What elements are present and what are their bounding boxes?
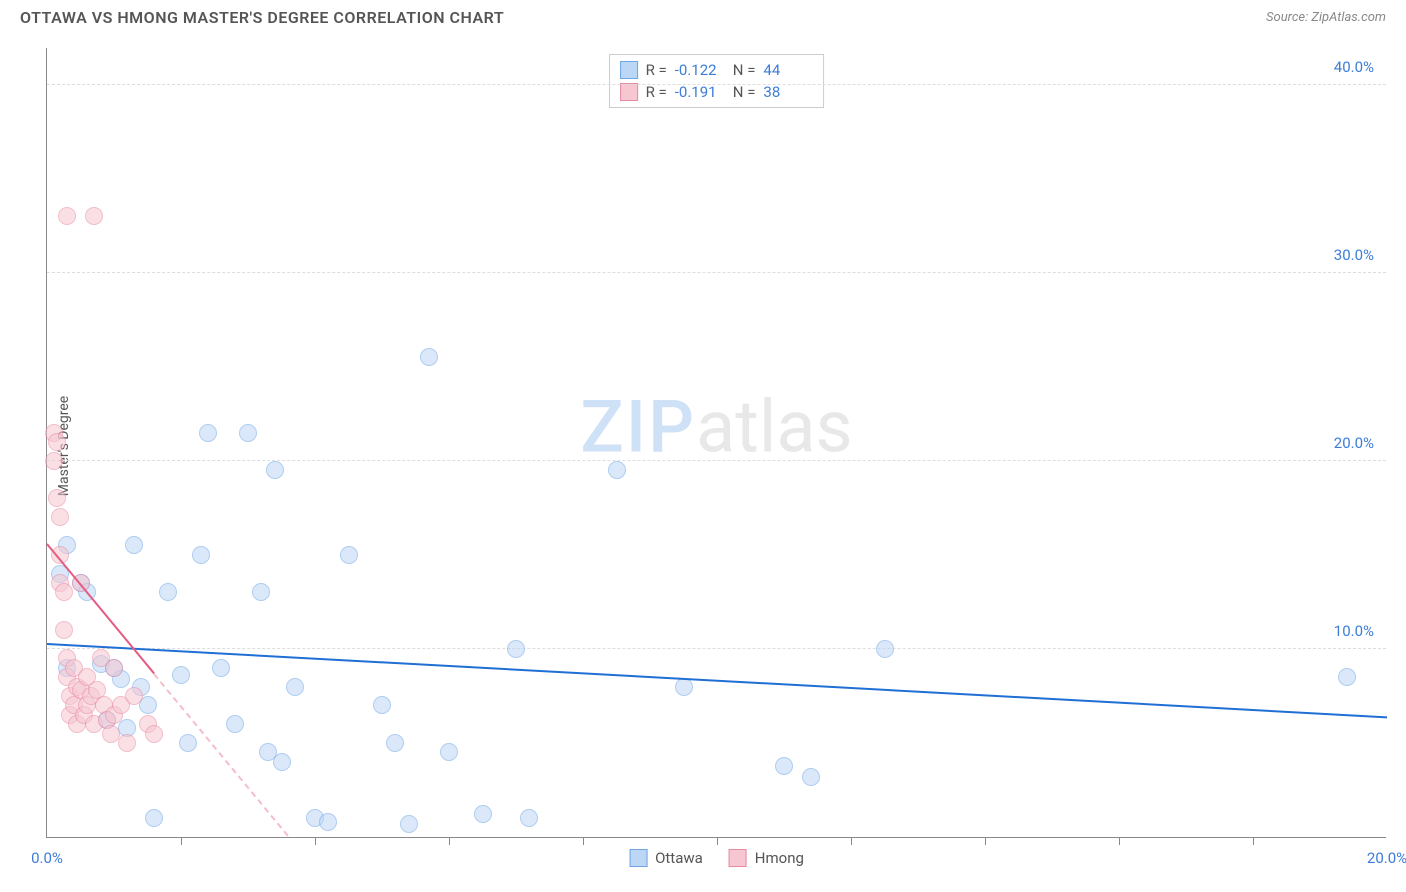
- data-point: [420, 348, 438, 366]
- xtick-minor: [315, 837, 316, 845]
- series-legend: Ottawa Hmong: [629, 849, 804, 867]
- data-point: [58, 207, 76, 225]
- data-point: [273, 753, 291, 771]
- swatch-hmong: [620, 83, 638, 101]
- data-point: [85, 207, 103, 225]
- data-point: [286, 678, 304, 696]
- data-point: [802, 768, 820, 786]
- data-point: [102, 725, 120, 743]
- data-point: [212, 659, 230, 677]
- xtick-minor: [851, 837, 852, 845]
- data-point: [226, 715, 244, 733]
- n-value-ottawa: 44: [763, 61, 813, 79]
- data-point: [386, 734, 404, 752]
- legend-item-hmong: Hmong: [729, 849, 804, 867]
- data-point: [51, 508, 69, 526]
- data-point: [55, 583, 73, 601]
- data-point: [179, 734, 197, 752]
- gridline-h: [47, 84, 1386, 85]
- ytick-label: 30.0%: [1334, 246, 1374, 264]
- correlation-legend: R = -0.122 N = 44 R = -0.191 N = 38: [609, 54, 825, 108]
- legend-label-ottawa: Ottawa: [655, 849, 703, 867]
- data-point: [440, 743, 458, 761]
- data-point: [48, 489, 66, 507]
- data-point: [125, 536, 143, 554]
- gridline-h: [47, 272, 1386, 273]
- legend-item-ottawa: Ottawa: [629, 849, 703, 867]
- header: OTTAWA VS HMONG MASTER'S DEGREE CORRELAT…: [0, 0, 1406, 31]
- data-point: [48, 433, 66, 451]
- data-point: [145, 809, 163, 827]
- n-label: N =: [733, 83, 756, 101]
- xtick-minor: [1253, 837, 1254, 845]
- n-label: N =: [733, 61, 756, 79]
- data-point: [266, 461, 284, 479]
- ytick-label: 20.0%: [1334, 434, 1374, 452]
- source-label: Source: ZipAtlas.com: [1266, 10, 1386, 25]
- legend-label-hmong: Hmong: [755, 849, 804, 867]
- trend-line: [47, 643, 1387, 718]
- swatch-hmong-icon: [729, 849, 747, 867]
- xtick-minor: [449, 837, 450, 845]
- data-point: [507, 640, 525, 658]
- watermark-part2: atlas: [696, 384, 853, 469]
- data-point: [118, 734, 136, 752]
- ytick-label: 40.0%: [1334, 58, 1374, 76]
- data-point: [105, 659, 123, 677]
- xtick-minor: [717, 837, 718, 845]
- xtick-label: 0.0%: [31, 849, 63, 867]
- data-point: [145, 725, 163, 743]
- data-point: [252, 583, 270, 601]
- data-point: [172, 666, 190, 684]
- chart-title: OTTAWA VS HMONG MASTER'S DEGREE CORRELAT…: [20, 8, 504, 27]
- legend-row-ottawa: R = -0.122 N = 44: [620, 59, 814, 81]
- r-label: R =: [646, 61, 667, 79]
- data-point: [373, 696, 391, 714]
- data-point: [55, 621, 73, 639]
- r-label: R =: [646, 83, 667, 101]
- gridline-h: [47, 460, 1386, 461]
- watermark: ZIPatlas: [580, 384, 852, 469]
- data-point: [520, 809, 538, 827]
- data-point: [474, 805, 492, 823]
- data-point: [775, 757, 793, 775]
- data-point: [125, 687, 143, 705]
- data-point: [192, 546, 210, 564]
- n-value-hmong: 38: [763, 83, 813, 101]
- r-value-hmong: -0.191: [675, 83, 725, 101]
- xtick-minor: [1119, 837, 1120, 845]
- chart-plot-area: ZIPatlas R = -0.122 N = 44 R = -0.191 N …: [46, 48, 1386, 838]
- gridline-h: [47, 648, 1386, 649]
- data-point: [608, 461, 626, 479]
- data-point: [400, 815, 418, 833]
- xtick-minor: [985, 837, 986, 845]
- data-point: [876, 640, 894, 658]
- xtick-label: 20.0%: [1367, 849, 1406, 867]
- r-value-ottawa: -0.122: [675, 61, 725, 79]
- watermark-part1: ZIP: [580, 384, 696, 469]
- swatch-ottawa-icon: [629, 849, 647, 867]
- data-point: [45, 452, 63, 470]
- data-point: [239, 424, 257, 442]
- data-point: [1338, 668, 1356, 686]
- swatch-ottawa: [620, 61, 638, 79]
- data-point: [340, 546, 358, 564]
- data-point: [199, 424, 217, 442]
- ytick-label: 10.0%: [1334, 622, 1374, 640]
- xtick-minor: [181, 837, 182, 845]
- data-point: [159, 583, 177, 601]
- xtick-minor: [583, 837, 584, 845]
- data-point: [319, 813, 337, 831]
